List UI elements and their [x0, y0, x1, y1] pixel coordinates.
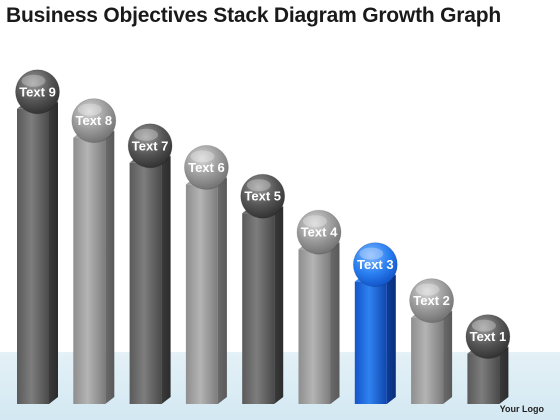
sphere [71, 98, 117, 143]
bar-label: Text 2 [413, 293, 450, 308]
bar-label: Text 4 [301, 225, 338, 240]
bar-label: Text 1 [470, 329, 507, 344]
sphere [15, 69, 60, 115]
sphere-highlight [359, 247, 384, 260]
bar-side [386, 274, 396, 404]
sphere [240, 173, 286, 219]
bar-side [105, 130, 115, 404]
sphere [183, 144, 229, 190]
sphere-highlight [134, 128, 159, 141]
stack-bar: Text 9 [15, 69, 60, 405]
stack-bar: Text 7 [127, 123, 173, 404]
bar-side [161, 155, 171, 404]
bar-side [274, 206, 284, 404]
bar-label: Text 5 [244, 189, 281, 204]
stack-bar: Text 4 [296, 209, 342, 404]
stack-bar: Text 8 [71, 98, 117, 404]
bar-side [499, 346, 509, 404]
bar-front [467, 353, 500, 404]
bar-front [242, 213, 275, 404]
stack-bar: Text 6 [183, 144, 229, 404]
sphere-highlight [190, 150, 215, 163]
bar-front [298, 249, 331, 404]
sphere-highlight [471, 319, 496, 332]
bar-label: Text 9 [19, 84, 56, 99]
bar-side [443, 310, 453, 404]
sphere [409, 278, 455, 324]
bar-front [354, 281, 387, 404]
bar-label: Text 6 [188, 160, 225, 175]
sphere [127, 123, 173, 169]
bar-label: Text 8 [75, 113, 112, 128]
page-title: Business Objectives Stack Diagram Growth… [6, 4, 501, 27]
bar-front [129, 162, 162, 404]
bar-side [49, 101, 58, 405]
sphere [465, 314, 511, 360]
bar-side [330, 242, 340, 404]
sphere-highlight [21, 74, 46, 87]
bar-label: Text 3 [357, 257, 394, 272]
sphere [296, 209, 342, 255]
sphere-highlight [303, 215, 327, 228]
logo-text: Your Logo [499, 404, 544, 414]
stack-bar: Text 2 [409, 278, 455, 404]
sphere-highlight [77, 103, 102, 116]
sphere-highlight [246, 179, 271, 192]
stack-bar: Text 1 [465, 314, 511, 404]
sphere [352, 242, 398, 288]
stack-bar: Text 3 [352, 242, 398, 404]
bar-front [17, 108, 49, 405]
sphere-highlight [415, 283, 440, 296]
bar-front [185, 184, 218, 404]
bar-front [411, 317, 444, 404]
bar-side [217, 177, 227, 404]
stack-bar: Text 5 [240, 173, 286, 404]
bar-label: Text 7 [132, 138, 169, 153]
bar-front [73, 137, 106, 404]
